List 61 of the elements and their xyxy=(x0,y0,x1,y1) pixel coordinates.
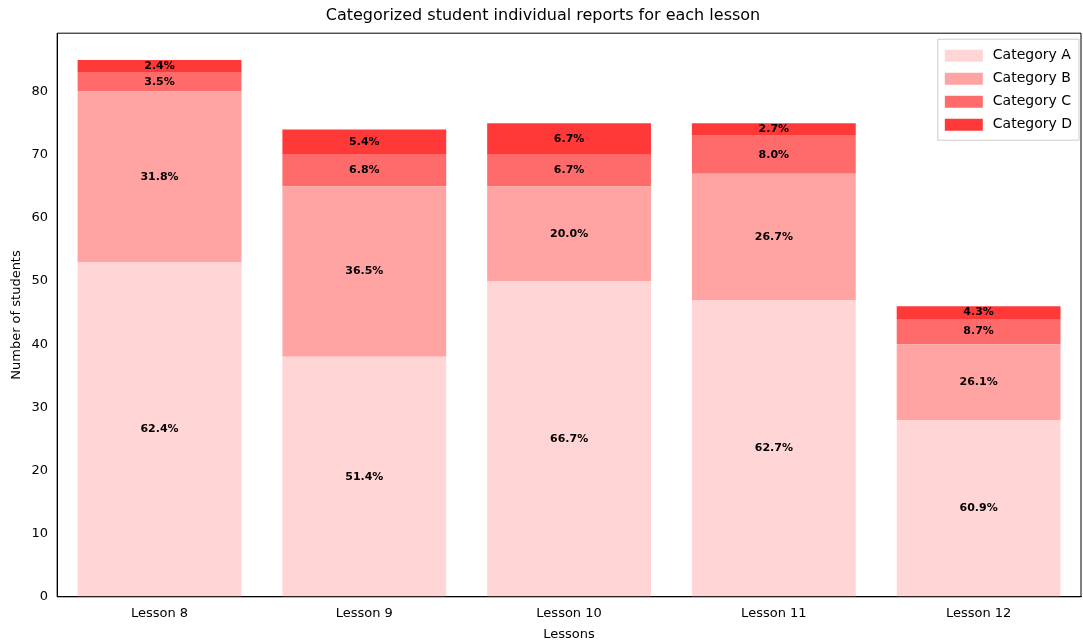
legend-label: Category A xyxy=(992,46,1072,63)
annotation: 6.8% xyxy=(349,163,380,177)
y-tick-label: 50 xyxy=(31,272,49,288)
y-axis-title: Number of students xyxy=(8,250,24,380)
annotation: 66.7% xyxy=(549,431,589,445)
x-axis-title: Lessons xyxy=(543,625,596,641)
bar xyxy=(77,91,242,263)
annotation: 51.4% xyxy=(345,469,384,483)
annotation: 5.4% xyxy=(349,134,380,148)
x-tick-label: Lesson 11 xyxy=(741,604,807,620)
annotation: 2.7% xyxy=(758,122,790,136)
bar xyxy=(691,173,856,300)
bar xyxy=(282,154,447,187)
y-tick-label: 0 xyxy=(39,588,49,604)
chart-title: Categorized student individual reports for each lesson xyxy=(325,4,761,24)
annotation: 20.0% xyxy=(549,226,589,240)
bar xyxy=(896,344,1061,420)
y-tick-label: 20 xyxy=(31,461,49,477)
annotation: 3.5% xyxy=(144,75,175,88)
x-tick-label: Lesson 9 xyxy=(335,604,393,620)
annotation: 62.4% xyxy=(140,422,179,436)
legend-label: Category C xyxy=(992,92,1072,109)
x-tick-label: Lesson 12 xyxy=(945,604,1012,620)
bar xyxy=(282,356,447,597)
bar xyxy=(487,186,651,282)
annotation: 4.3% xyxy=(963,305,994,319)
x-tick-label: Lesson 10 xyxy=(536,604,602,620)
annotation: 6.7% xyxy=(553,131,585,145)
annotation: 8.7% xyxy=(963,324,994,338)
bar xyxy=(896,318,1061,345)
bar xyxy=(691,135,856,174)
y-tick-label: 60 xyxy=(31,209,49,225)
annotation: 31.8% xyxy=(140,169,179,183)
y-tick-label: 30 xyxy=(31,398,49,414)
annotation: 6.7% xyxy=(553,163,585,177)
bar xyxy=(691,123,856,136)
y-tick-label: 70 xyxy=(31,146,49,162)
bar xyxy=(282,186,447,357)
bar xyxy=(77,262,242,597)
bar xyxy=(896,419,1061,597)
bar xyxy=(77,60,242,73)
annotation: 26.7% xyxy=(754,229,793,243)
y-tick-label: 40 xyxy=(31,335,49,351)
bar xyxy=(691,300,856,597)
y-tick-label: 10 xyxy=(31,525,49,541)
x-tick-label: Lesson 8 xyxy=(130,604,189,620)
bar xyxy=(487,154,651,187)
bar xyxy=(487,123,651,155)
annotation: 36.5% xyxy=(345,264,384,278)
annotation: 60.9% xyxy=(959,501,998,515)
annotation: 62.7% xyxy=(754,441,793,455)
annotation: 2.4% xyxy=(144,59,175,73)
legend-label: Category B xyxy=(992,69,1071,86)
bar xyxy=(282,129,447,155)
annotation: 26.1% xyxy=(959,374,998,388)
bar xyxy=(896,306,1061,319)
bar xyxy=(487,281,651,597)
legend-label: Category D xyxy=(992,115,1073,132)
y-tick-label: 80 xyxy=(31,82,49,98)
bar xyxy=(77,72,242,92)
annotation: 8.0% xyxy=(758,147,790,161)
